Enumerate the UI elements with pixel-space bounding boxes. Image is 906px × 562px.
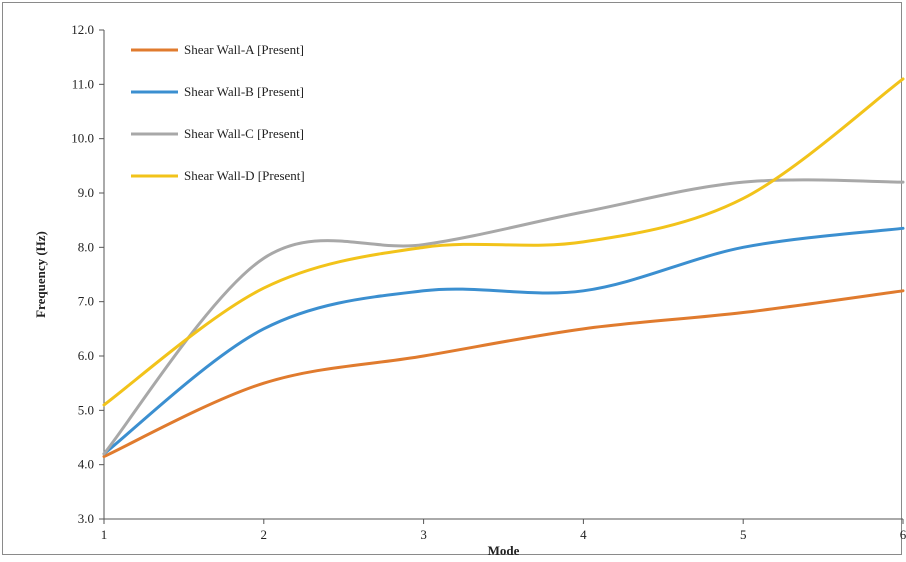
legend-label-1: Shear Wall-A [Present] — [184, 42, 304, 57]
x-tick-label: 6 — [900, 527, 906, 542]
y-tick-label: 10.0 — [71, 131, 94, 146]
x-axis-title: Mode — [488, 543, 520, 558]
y-tick-label: 11.0 — [72, 76, 94, 91]
legend-label-4: Shear Wall-D [Present] — [184, 168, 305, 183]
x-tick-labels: 1 2 3 4 5 6 — [101, 527, 906, 542]
y-tick-label: 12.0 — [71, 22, 94, 37]
y-tick-label: 8.0 — [78, 239, 94, 254]
y-tick-label: 7.0 — [78, 294, 94, 309]
y-tick-label: 6.0 — [78, 348, 94, 363]
x-tick-label: 3 — [420, 527, 427, 542]
legend-label-2: Shear Wall-B [Present] — [184, 84, 304, 99]
x-tick-label: 1 — [101, 527, 108, 542]
y-tick-label: 5.0 — [78, 402, 94, 417]
y-tick-label: 9.0 — [78, 185, 94, 200]
axes — [99, 29, 904, 524]
y-axis-title: Frequency (Hz) — [33, 231, 48, 318]
series-line-1 — [102, 289, 905, 459]
x-tick-label: 5 — [740, 527, 747, 542]
series-lines — [102, 77, 905, 459]
legend: Shear Wall-A [Present] Shear Wall-B [Pres… — [131, 42, 305, 183]
series-line-3 — [102, 178, 905, 456]
x-tick-label: 4 — [580, 527, 587, 542]
x-tick-label: 2 — [261, 527, 268, 542]
series-line-4 — [102, 77, 905, 407]
line-chart: 3.0 4.0 5.0 6.0 7.0 8.0 9.0 10.0 11.0 12.0 1 2 3 4 5 6… — [33, 22, 906, 558]
series-line-2 — [102, 226, 905, 456]
y-tick-label: 3.0 — [78, 511, 94, 526]
legend-label-3: Shear Wall-C [Present] — [184, 126, 304, 141]
y-tick-labels: 3.0 4.0 5.0 6.0 7.0 8.0 9.0 10.0 11.0 12.0 — [71, 22, 94, 526]
y-tick-label: 4.0 — [78, 457, 94, 472]
